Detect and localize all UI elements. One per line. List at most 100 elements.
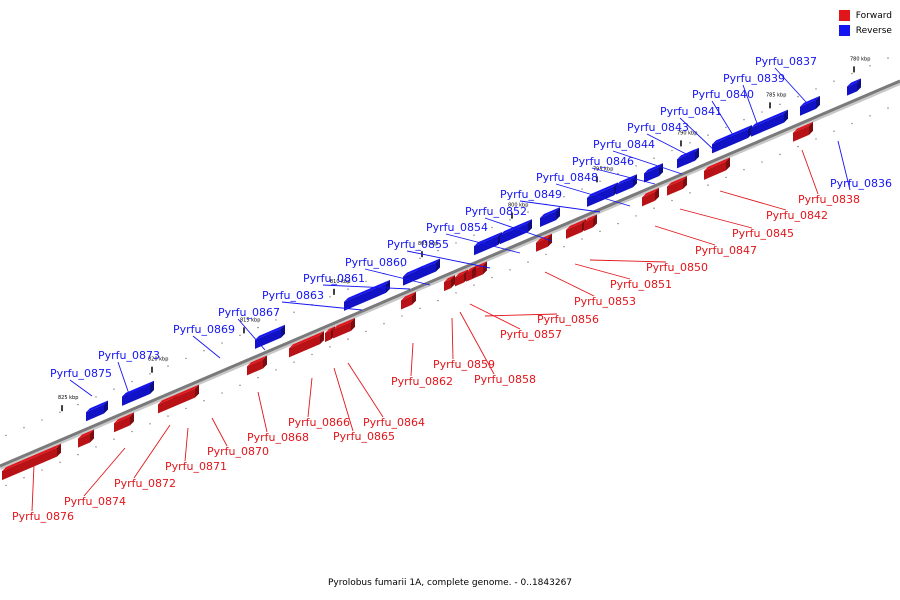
gene-label: Pyrfu_0866 <box>288 416 350 429</box>
gene-block[interactable] <box>173 384 199 407</box>
reverse-swatch <box>838 25 850 36</box>
gene-label: Pyrfu_0869 <box>173 323 235 336</box>
gene-label-group[interactable]: Pyrfu_0840 <box>692 88 754 141</box>
gene-label-group[interactable]: Pyrfu_0875 <box>50 367 112 397</box>
gene-block[interactable] <box>255 324 285 349</box>
gene-block[interactable] <box>751 109 788 137</box>
gene-label: Pyrfu_0873 <box>98 349 160 362</box>
gene-label-group[interactable]: Pyrfu_0865 <box>333 367 395 443</box>
tick-6: 795 kbp <box>593 166 613 183</box>
gene-label-group[interactable]: Pyrfu_0868 <box>247 391 309 444</box>
tick-label: 810 kbp <box>330 279 350 285</box>
gene-label: Pyrfu_0868 <box>247 431 309 444</box>
gene-label-group[interactable]: Pyrfu_0867 <box>218 306 280 351</box>
gene-block[interactable] <box>800 95 820 116</box>
gene-label-group[interactable]: Pyrfu_0858 <box>459 311 536 386</box>
tick-label: 805 kbp <box>418 241 438 247</box>
gene-block[interactable] <box>584 214 597 232</box>
gene-block[interactable] <box>247 355 267 376</box>
gene-label-group[interactable]: Pyrfu_0872 <box>114 424 176 490</box>
gene-label-group[interactable]: Pyrfu_0847 <box>654 225 757 257</box>
gene-label-group[interactable]: Pyrfu_0854 <box>426 221 521 254</box>
gene-label-group[interactable]: Pyrfu_0864 <box>347 362 425 429</box>
gene-block[interactable] <box>704 157 730 180</box>
gene-block[interactable] <box>114 412 134 433</box>
gene-label-group[interactable]: Pyrfu_0870 <box>207 417 269 458</box>
gene-label-group[interactable]: Pyrfu_0866 <box>288 377 350 429</box>
gene-label: Pyrfu_0838 <box>798 193 860 206</box>
gene-label-group[interactable]: Pyrfu_0838 <box>798 149 860 206</box>
gene-block[interactable] <box>78 429 94 448</box>
gene-block[interactable] <box>847 78 861 96</box>
gene-label-group[interactable]: Pyrfu_0836 <box>830 140 892 191</box>
gene-block[interactable] <box>401 291 416 310</box>
gene-block[interactable] <box>333 317 355 339</box>
gene-block[interactable] <box>86 400 108 422</box>
gene-label-group[interactable]: Pyrfu_0859 <box>433 317 495 371</box>
gene-label-group[interactable]: Pyrfu_0849 <box>500 188 601 213</box>
gene-block[interactable] <box>616 174 637 195</box>
gene-label: Pyrfu_0865 <box>333 430 395 443</box>
gene-label-group[interactable]: Pyrfu_0851 <box>574 263 672 291</box>
gene-label: Pyrfu_0874 <box>64 495 126 508</box>
tick-label: 795 kbp <box>593 166 613 172</box>
tick-1: 820 kbp <box>148 357 168 373</box>
gene-label-group[interactable]: Pyrfu_0846 <box>572 155 656 185</box>
gene-block[interactable] <box>444 275 455 292</box>
tick-label: 820 kbp <box>148 357 168 363</box>
gene-label-group[interactable]: Pyrfu_0874 <box>64 447 126 508</box>
gene-label-group[interactable]: Pyrfu_0850 <box>589 259 708 274</box>
gene-label-group[interactable]: Pyrfu_0853 <box>544 271 636 308</box>
gene-label: Pyrfu_0842 <box>766 209 828 222</box>
gene-block[interactable] <box>686 147 699 165</box>
gene-label: Pyrfu_0854 <box>426 221 488 234</box>
gene-label-group[interactable]: Pyrfu_0842 <box>719 190 828 222</box>
gene-block[interactable] <box>344 279 390 311</box>
gene-label-group[interactable]: Pyrfu_0839 <box>723 72 785 127</box>
gene-label-group[interactable]: Pyrfu_0871 <box>165 427 227 473</box>
gene-label-group[interactable]: Pyrfu_0869 <box>173 323 235 359</box>
gene-label-group[interactable]: Pyrfu_0844 <box>593 138 683 175</box>
gene-label-group[interactable]: Pyrfu_0848 <box>536 171 631 207</box>
gene-label: Pyrfu_0859 <box>433 358 495 371</box>
gene-label-group[interactable]: Pyrfu_0856 <box>484 313 599 326</box>
gene-label-group[interactable]: Pyrfu_0860 <box>345 256 431 286</box>
legend-reverse: Reverse <box>838 23 892 38</box>
gene-label-group[interactable]: Pyrfu_0837 <box>755 55 817 103</box>
gene-label-group[interactable]: Pyrfu_0852 <box>465 205 553 242</box>
gene-block[interactable] <box>2 443 61 481</box>
gene-block[interactable] <box>793 121 813 142</box>
gene-label: Pyrfu_0849 <box>500 188 562 201</box>
tick-label: 825 kbp <box>58 395 78 401</box>
gene-label-group[interactable]: Pyrfu_0873 <box>98 349 160 398</box>
gene-label-group[interactable]: Pyrfu_0843 <box>627 121 691 157</box>
gene-label-group[interactable]: Pyrfu_0876 <box>12 464 74 523</box>
gene-label-group[interactable]: Pyrfu_0857 <box>469 303 562 341</box>
gene-block[interactable] <box>540 207 560 227</box>
tick-7: 790 kbp <box>677 130 697 147</box>
tick-label: 785 kbp <box>766 92 786 98</box>
gene-label: Pyrfu_0862 <box>391 375 453 388</box>
tick-label: 815 kbp <box>240 317 260 323</box>
gene-label: Pyrfu_0860 <box>345 256 407 269</box>
gene-block[interactable] <box>289 331 324 358</box>
gene-label: Pyrfu_0870 <box>207 445 269 458</box>
gene-label: Pyrfu_0867 <box>218 306 280 319</box>
gene-block[interactable] <box>417 258 440 280</box>
gene-block[interactable] <box>122 380 154 406</box>
gene-label: Pyrfu_0864 <box>363 416 425 429</box>
gene-label-group[interactable]: Pyrfu_0845 <box>679 208 794 240</box>
gene-label-group[interactable]: Pyrfu_0855 <box>387 238 491 269</box>
gene-label: Pyrfu_0844 <box>593 138 655 151</box>
gene-block[interactable] <box>667 175 687 196</box>
gene-label-group[interactable]: Pyrfu_0862 <box>391 342 453 388</box>
gene-block[interactable] <box>466 266 476 282</box>
gene-label: Pyrfu_0850 <box>646 261 708 274</box>
gene-block[interactable] <box>642 187 659 207</box>
gene-block[interactable] <box>644 163 663 183</box>
gene-label-group[interactable]: Pyrfu_0841 <box>660 105 722 151</box>
gene-block[interactable] <box>500 219 532 245</box>
gene-label-group[interactable]: Pyrfu_0863 <box>262 289 363 311</box>
gene-label-group[interactable]: Pyrfu_0861 <box>303 272 411 290</box>
